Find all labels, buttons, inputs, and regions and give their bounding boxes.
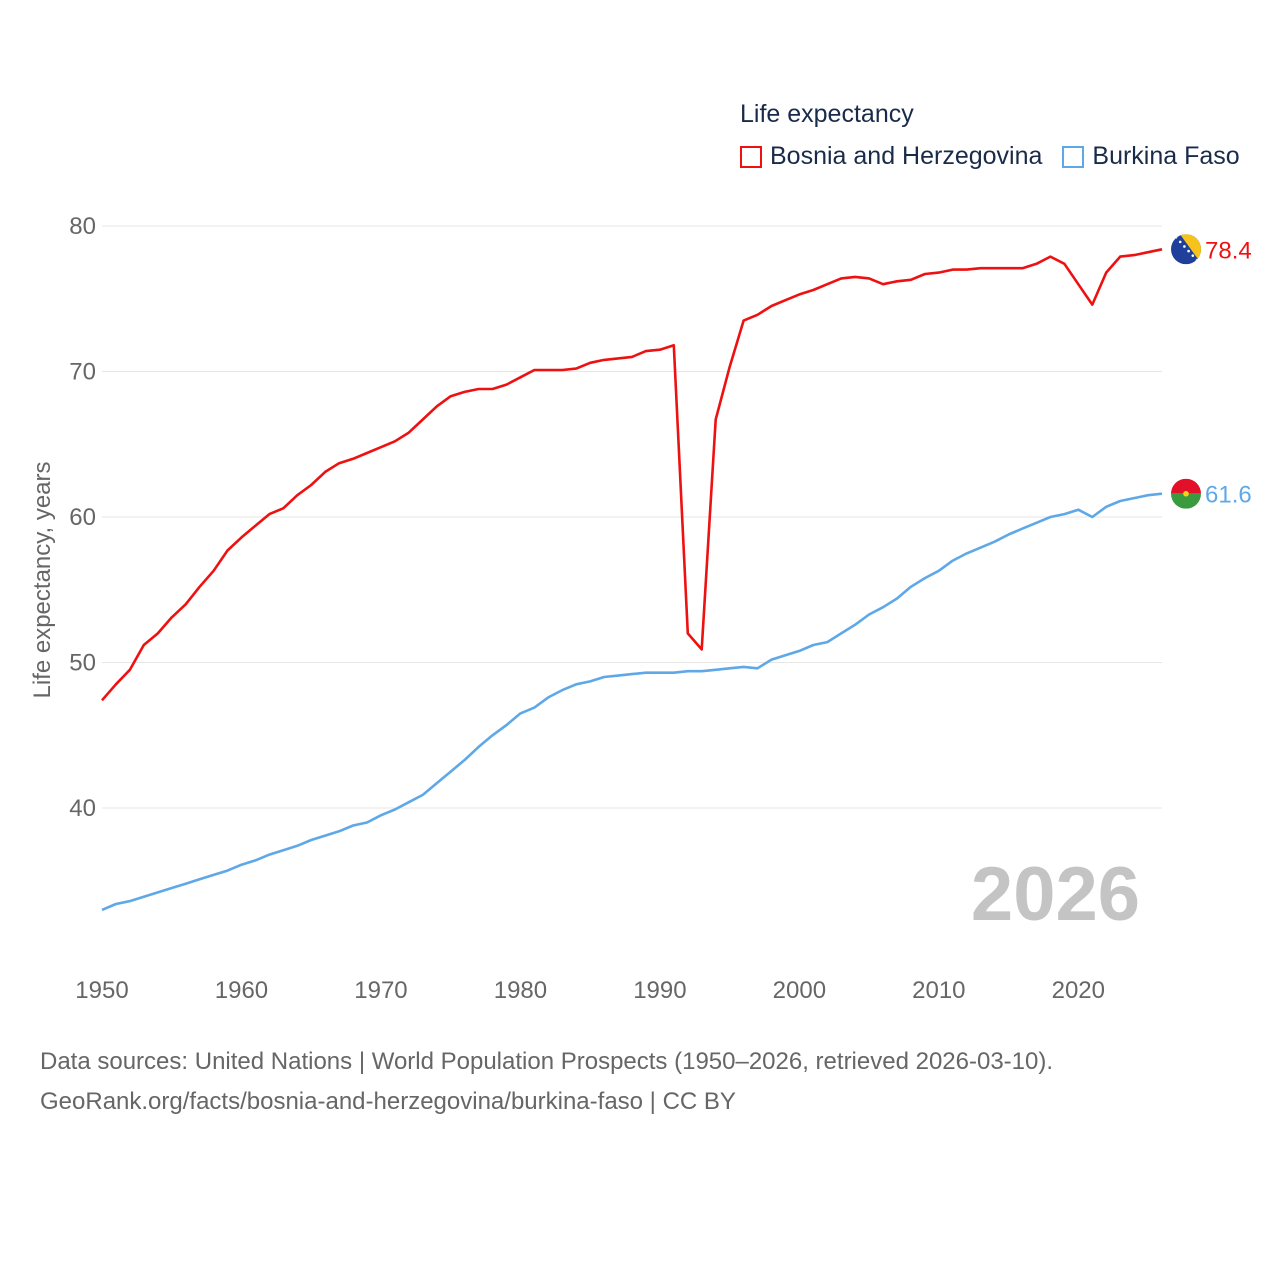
source-url-text: GeoRank.org/facts/bosnia-and-herzegovina… [40,1088,736,1115]
legend-swatch-burkina [1062,145,1085,168]
x-tick-label: 2020 [1052,977,1105,1004]
x-axis-ticks: 1950 1960 1970 1980 1990 2000 2010 2020 [75,977,1105,1004]
legend-item-bosnia[interactable]: Bosnia and Herzegovina [740,142,1042,171]
y-tick-label: 80 [69,213,96,240]
x-tick-label: 2010 [912,977,965,1004]
y-axis-label: Life expectancy, years [29,461,56,698]
y-axis-ticks: 40 50 60 70 80 [69,213,96,822]
grid-lines [102,225,1162,809]
y-tick-label: 50 [69,650,96,677]
bosnia-and-herzegovina-flag-icon [1171,234,1201,265]
x-tick-label: 1980 [494,977,547,1004]
y-tick-label: 70 [69,359,96,386]
series-lines [101,248,1163,912]
x-tick-label: 1970 [354,977,407,1004]
legend-swatch-bosnia [740,145,762,168]
end-markers: 78.4 61.6 [1171,234,1252,509]
x-tick-label: 2000 [773,977,826,1004]
series-line-bosnia [101,248,1163,702]
x-tick-label: 1960 [215,977,268,1004]
legend: Bosnia and Herzegovina Burkina Faso [740,142,1260,171]
x-tick-label: 1990 [633,977,686,1004]
x-tick-label: 1950 [75,977,128,1004]
data-sources-text: Data sources: United Nations | World Pop… [40,1048,1054,1075]
year-watermark: 2026 [971,852,1140,937]
legend-label-bosnia: Bosnia and Herzegovina [770,142,1043,170]
end-value-label: 78.4 [1205,237,1252,264]
legend-title: Life expectancy [740,100,914,128]
burkina-faso-flag-icon [1171,478,1201,509]
y-tick-label: 60 [69,504,96,531]
end-value-label: 61.6 [1205,482,1252,509]
y-tick-label: 40 [69,795,96,822]
footer: Data sources: United Nations | World Pop… [40,1042,1053,1122]
series-line-burkina [101,492,1163,912]
legend-label-burkina: Burkina Faso [1092,142,1240,170]
legend-item-burkina[interactable]: Burkina Faso [1062,142,1240,171]
